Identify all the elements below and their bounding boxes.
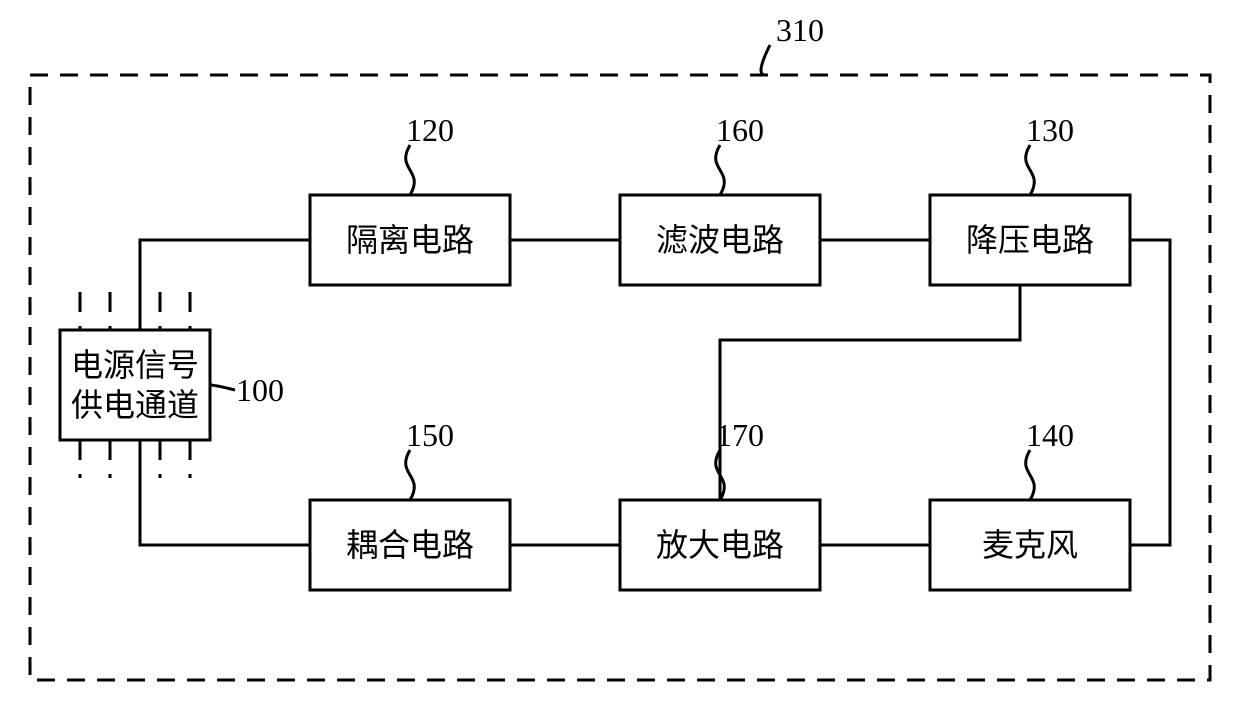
ref-label: 120 xyxy=(406,112,454,148)
ref-label: 170 xyxy=(716,417,764,453)
node-label: 耦合电路 xyxy=(346,527,474,563)
ref-label: 140 xyxy=(1026,417,1074,453)
ref-label: 160 xyxy=(716,112,764,148)
node-label: 电源信号 xyxy=(71,347,199,383)
ref-label: 100 xyxy=(236,372,284,408)
node-label: 供电通道 xyxy=(71,387,199,423)
node-label: 放大电路 xyxy=(656,527,784,563)
ref-label: 150 xyxy=(406,417,454,453)
node-label: 麦克风 xyxy=(982,527,1078,563)
node-label: 隔离电路 xyxy=(346,222,474,258)
node-label: 滤波电路 xyxy=(656,222,784,258)
svg-text:310: 310 xyxy=(776,12,824,48)
ref-label: 130 xyxy=(1026,112,1074,148)
node-label: 降压电路 xyxy=(966,222,1094,258)
